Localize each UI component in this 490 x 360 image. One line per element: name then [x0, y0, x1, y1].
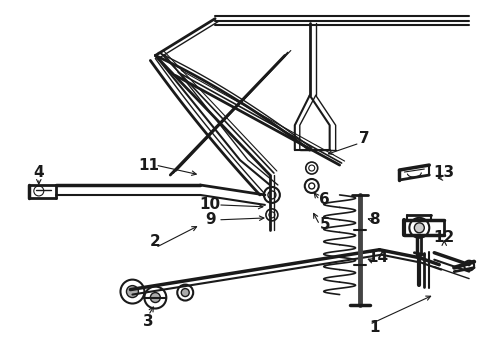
Text: 9: 9: [205, 212, 216, 228]
Circle shape: [309, 183, 315, 189]
Text: 4: 4: [33, 165, 44, 180]
Text: 2: 2: [150, 234, 161, 249]
Text: 12: 12: [434, 230, 455, 245]
Circle shape: [181, 289, 189, 297]
Text: 10: 10: [199, 197, 220, 212]
Circle shape: [309, 165, 315, 171]
Circle shape: [415, 223, 424, 233]
Text: 8: 8: [369, 212, 380, 228]
Circle shape: [269, 212, 275, 218]
Text: 6: 6: [319, 193, 330, 207]
Circle shape: [126, 285, 138, 298]
Text: 13: 13: [434, 165, 455, 180]
Circle shape: [268, 191, 276, 199]
Text: 5: 5: [319, 217, 330, 232]
Circle shape: [150, 293, 160, 302]
Text: 1: 1: [369, 320, 380, 335]
Text: 3: 3: [143, 314, 154, 329]
Text: 7: 7: [359, 131, 370, 146]
Text: 14: 14: [367, 250, 388, 265]
Text: 11: 11: [138, 158, 159, 172]
